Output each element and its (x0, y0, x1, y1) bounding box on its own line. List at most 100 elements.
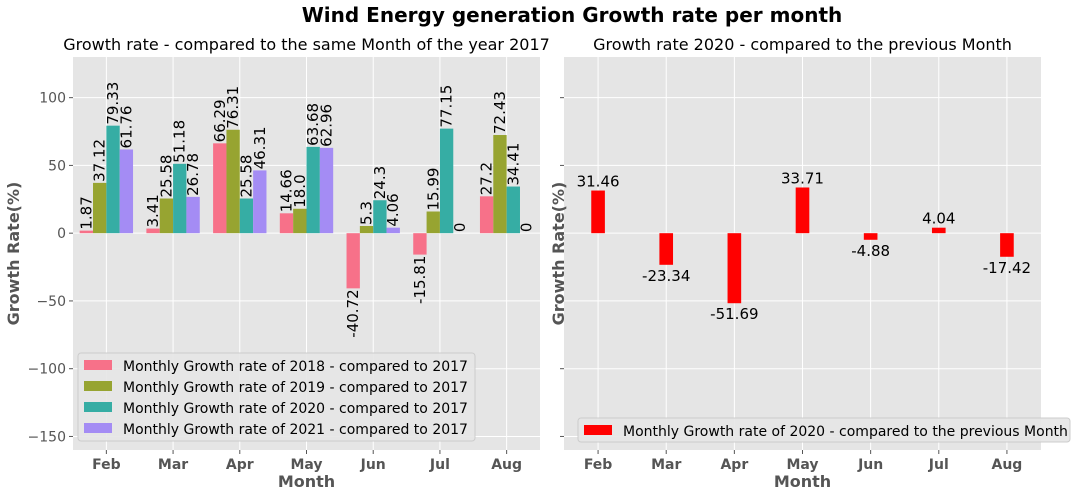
left-bar (173, 163, 187, 234)
left-bar (146, 228, 160, 234)
left-bar (506, 186, 520, 234)
chart-yoy-growth: −150 −100 −50 0 50 100 Feb Mar Apr May Jun Jul Aug 1.… (4, 35, 550, 491)
right-category-label: Apr (720, 457, 748, 473)
left-data-label: 46.31 (251, 126, 269, 169)
right-data-label: -51.69 (710, 305, 758, 323)
left-category-label: Jun (360, 457, 386, 473)
left-category-label: May (290, 457, 322, 473)
left-legend: Monthly Growth rate of 2018 - compared t… (77, 352, 476, 442)
left-data-label: 51.18 (171, 120, 189, 163)
left-bar (239, 198, 254, 234)
left-bar (106, 125, 120, 234)
left-data-label: 72.43 (491, 91, 509, 134)
left-data-label: 26.78 (184, 153, 202, 196)
left-data-label: 15.99 (424, 168, 442, 211)
right-bar (1000, 233, 1014, 257)
right-bar (659, 233, 674, 265)
left-bar (359, 225, 374, 234)
left-bar (79, 230, 94, 234)
left-ytick-label: −150 (28, 429, 66, 445)
left-data-label: 76.31 (224, 86, 242, 129)
left-legend-swatch (84, 381, 112, 391)
left-bar (253, 170, 267, 234)
left-bar (413, 233, 427, 255)
left-data-label: 25.58 (237, 155, 255, 198)
left-bar (426, 211, 440, 234)
left-legend-swatch (84, 423, 112, 433)
left-bar (213, 143, 227, 234)
left-bar (226, 129, 240, 234)
left-bar (439, 128, 454, 234)
left-bar (319, 147, 334, 234)
right-bar (591, 190, 605, 234)
right-bar (795, 187, 810, 234)
left-legend-entry: Monthly Growth rate of 2018 - compared t… (123, 359, 468, 375)
right-data-label: -23.34 (642, 267, 690, 285)
left-data-label: 1.87 (77, 196, 95, 229)
left-data-label: 61.76 (117, 106, 135, 149)
left-category-label: Aug (491, 457, 522, 473)
left-bar (93, 182, 107, 234)
left-data-label: 79.33 (104, 82, 122, 125)
left-data-label: 37.12 (91, 139, 109, 182)
left-legend-swatch (84, 360, 112, 370)
right-data-label: 33.71 (781, 169, 824, 187)
right-bar (931, 227, 946, 234)
left-bar (493, 135, 507, 234)
left-legend-entry: Monthly Growth rate of 2021 - compared t… (123, 422, 468, 438)
right-bar (727, 233, 742, 304)
left-bar (346, 233, 360, 289)
left-bar (119, 149, 134, 234)
left-category-label: Apr (226, 457, 254, 473)
left-data-label: 62.96 (318, 104, 336, 147)
right-data-label: -17.42 (983, 259, 1031, 277)
left-bar (306, 146, 320, 234)
left-bar (293, 208, 307, 234)
left-ytick-label: −100 (28, 362, 66, 378)
left-ytick-label: 50 (48, 158, 66, 174)
right-data-label: 31.46 (577, 173, 620, 191)
right-legend: Monthly Growth rate of 2020 - compared t… (577, 417, 1071, 443)
left-category-label: Jul (429, 457, 450, 473)
right-data-label: -4.88 (851, 242, 890, 260)
left-bar (186, 196, 200, 234)
left-data-label: -40.72 (344, 289, 362, 337)
left-bar (279, 213, 294, 234)
right-legend-entry: Monthly Growth rate of 2020 - compared t… (623, 424, 1068, 440)
right-chart-title: Growth rate 2020 - compared to the previ… (593, 35, 1012, 54)
left-legend-entry: Monthly Growth rate of 2020 - compared t… (123, 401, 468, 417)
left-data-label: 14.66 (277, 169, 295, 212)
right-category-label: May (786, 457, 818, 473)
left-bar (386, 227, 400, 234)
left-data-label: 0 (518, 223, 536, 233)
left-data-label: 34.41 (504, 143, 522, 186)
left-category-label: Feb (92, 457, 121, 473)
right-category-label: Mar (651, 457, 681, 473)
left-legend-box (77, 352, 476, 442)
left-legend-swatch (84, 402, 112, 412)
right-bar (863, 233, 878, 240)
left-data-label: 77.15 (438, 85, 456, 128)
left-yaxis-label: Growth Rate(%) (4, 182, 23, 326)
left-data-label: 63.68 (304, 103, 322, 146)
left-xaxis-label: Month (278, 472, 335, 491)
left-data-label: 18.0 (291, 174, 309, 207)
right-xaxis-label: Month (774, 472, 831, 491)
left-data-label: 4.06 (384, 193, 402, 226)
left-chart-title: Growth rate - compared to the same Month… (63, 35, 550, 54)
left-data-label: 66.29 (211, 99, 229, 142)
chart-mom-growth: Feb Mar Apr May Jun Jul Aug 31.46 -23.34 -51.69 33… (549, 35, 1071, 491)
left-category-label: Mar (158, 457, 188, 473)
left-data-label: 3.41 (144, 194, 162, 227)
right-legend-swatch (584, 425, 612, 435)
left-bar (373, 200, 387, 234)
right-category-label: Aug (992, 457, 1023, 473)
right-yaxis-label: Growth Rate(%) (549, 182, 568, 326)
left-data-label: 27.2 (478, 162, 496, 195)
left-bar (159, 198, 174, 234)
right-category-label: Jun (857, 457, 883, 473)
right-category-label: Jul (928, 457, 949, 473)
right-data-label: 4.04 (922, 210, 955, 228)
left-data-label: 5.3 (358, 201, 376, 225)
